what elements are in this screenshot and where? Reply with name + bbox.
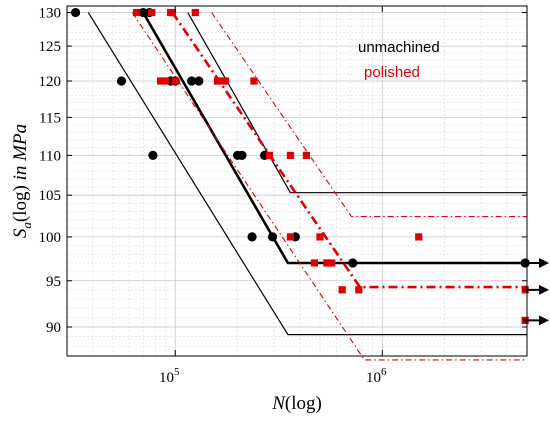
point-unmachined [267,232,278,242]
legend-entry-polished: polished [364,64,420,81]
point-polished [162,77,170,85]
point-polished [132,8,141,17]
curve-median-unmachined [142,11,527,265]
point-unmachined [194,76,204,86]
point-unmachined [237,150,247,161]
point-unmachined [247,232,257,242]
point-unmachined [70,7,81,18]
point-polished [415,233,423,241]
point-polished [265,151,274,160]
y-tick-label: 120 [39,74,62,90]
point-polished [310,259,319,267]
point-polished [328,259,336,267]
point-unmachined [348,258,358,268]
y-tick-label: 110 [39,148,61,164]
x-tick-label: 106 [366,366,387,386]
y-tick-label: 130 [39,6,62,22]
point-polished [323,259,331,267]
grid-lines [66,5,528,357]
point-polished [221,77,230,85]
y-tick-label: 95 [46,274,61,290]
plot-frame [66,5,528,357]
y-axis-label: Sa(log) in MPa [10,124,34,238]
x-tick-label: 105 [159,366,180,386]
y-tick-label: 100 [39,230,62,246]
runout-arrow-head [539,257,549,268]
curve-lower-polished [131,12,527,361]
runout-arrow-head [539,284,549,295]
point-polished [316,233,324,241]
point-polished [218,77,226,85]
point-polished [338,286,346,294]
y-tick-label: 105 [39,188,62,204]
point-polished [286,151,295,160]
runout-arrows [523,257,549,326]
data-points [70,7,530,324]
point-polished [213,77,222,85]
point-polished [157,77,165,85]
point-polished [286,233,295,241]
point-polished [191,8,199,17]
runout-arrow-head [539,315,549,326]
point-polished [250,77,258,85]
point-polished [168,8,177,17]
curve-median-polished [171,11,527,289]
axis-ticks: 90 95 100 105 110 115 120 125 130 105 106 [39,6,527,386]
legend-entry-unmachined: unmachined [358,39,440,56]
point-polished [302,151,311,160]
fit-curves [87,11,527,361]
y-tick-label: 125 [39,39,62,55]
curve-upper-unmachined [187,12,527,194]
y-tick-label: 115 [39,110,61,126]
x-axis-label: N(log) [271,393,322,414]
point-polished [171,77,179,85]
point-polished [148,8,156,17]
point-unmachined [116,76,127,86]
curve-lower-unmachined [87,12,527,336]
curve-upper-polished [211,12,527,218]
y-tick-label: 90 [46,320,61,336]
point-unmachined [148,150,158,161]
point-polished [355,286,363,294]
point-unmachined [187,76,197,86]
